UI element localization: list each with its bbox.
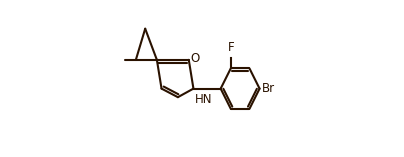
Text: Br: Br bbox=[262, 82, 275, 95]
Text: F: F bbox=[227, 41, 234, 54]
Text: O: O bbox=[191, 52, 200, 65]
Text: HN: HN bbox=[195, 93, 213, 106]
